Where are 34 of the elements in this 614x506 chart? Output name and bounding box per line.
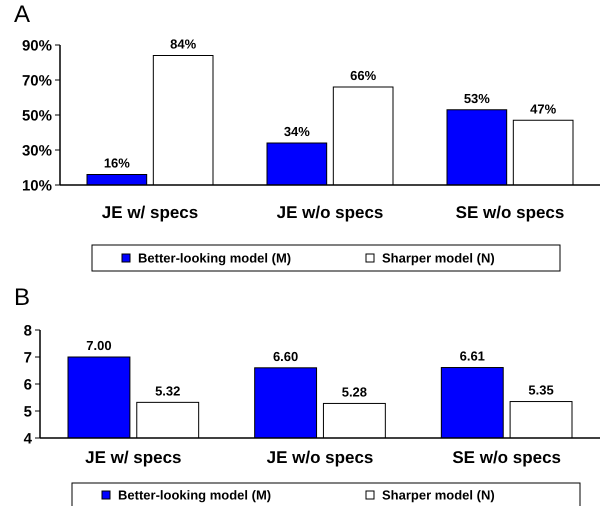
x-tick-label: JE w/ specs [85, 448, 182, 467]
chart-title: A [14, 1, 30, 28]
y-tick-label: 90% [22, 37, 52, 54]
data-label: 66% [350, 68, 377, 83]
x-tick-label: JE w/o specs [266, 448, 374, 467]
y-tick-label: 4 [24, 430, 33, 448]
data-label: 53% [464, 90, 490, 106]
x-tick-label: JE w/ specs [102, 203, 198, 222]
y-tick-label: 10% [22, 177, 52, 194]
y-tick-label: 8 [24, 322, 32, 340]
y-tick-label: 30% [22, 142, 52, 160]
legend-label: Better-looking model (M) [138, 250, 292, 266]
y-tick-label: 50% [22, 107, 52, 124]
legend-label: Sharper model (N) [382, 250, 495, 266]
data-label: 5.35 [528, 382, 554, 398]
y-tick-label: 6 [24, 376, 32, 394]
x-tick-label: SE w/o specs [452, 448, 562, 467]
x-tick-label: SE w/o specs [456, 203, 564, 222]
legend-label: Better-looking model (M) [118, 488, 272, 503]
y-tick-label: 70% [22, 72, 52, 90]
legend-label: Sharper model (N) [382, 488, 495, 503]
y-tick-label: 7 [24, 349, 32, 366]
chart-title: B [14, 284, 30, 311]
y-tick-label: 5 [24, 403, 32, 420]
data-label: 16% [104, 156, 130, 170]
data-label: 34% [284, 124, 310, 139]
data-label: 6.60 [272, 348, 298, 364]
data-label: 7.00 [86, 338, 112, 353]
data-label: 5.32 [155, 383, 180, 398]
x-tick-label: JE w/o specs [276, 203, 384, 222]
data-label: 84% [170, 36, 197, 52]
data-label: 47% [530, 101, 557, 116]
data-label: 5.28 [342, 384, 368, 400]
data-label: 6.61 [460, 348, 485, 364]
